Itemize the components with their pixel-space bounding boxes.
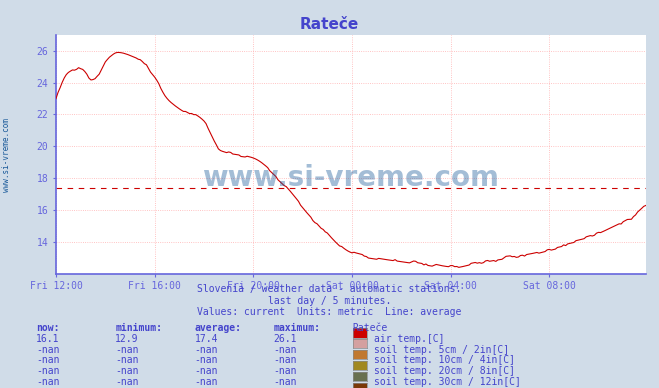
Text: www.si-vreme.com: www.si-vreme.com (202, 164, 500, 192)
Text: soil temp. 30cm / 12in[C]: soil temp. 30cm / 12in[C] (374, 377, 521, 387)
Text: 17.4: 17.4 (194, 334, 218, 344)
Text: 26.1: 26.1 (273, 334, 297, 344)
Text: -nan: -nan (194, 355, 218, 365)
Text: Rateče: Rateče (353, 323, 387, 333)
Text: -nan: -nan (115, 366, 139, 376)
Text: air temp.[C]: air temp.[C] (374, 334, 444, 344)
Text: -nan: -nan (194, 366, 218, 376)
Text: -nan: -nan (273, 345, 297, 355)
Text: soil temp. 20cm / 8in[C]: soil temp. 20cm / 8in[C] (374, 366, 515, 376)
Text: -nan: -nan (36, 355, 60, 365)
Text: Rateče: Rateče (300, 17, 359, 33)
Text: -nan: -nan (273, 366, 297, 376)
Text: last day / 5 minutes.: last day / 5 minutes. (268, 296, 391, 306)
Text: -nan: -nan (36, 377, 60, 387)
Text: soil temp. 10cm / 4in[C]: soil temp. 10cm / 4in[C] (374, 355, 515, 365)
Text: -nan: -nan (36, 345, 60, 355)
Text: www.si-vreme.com: www.si-vreme.com (2, 118, 11, 192)
Text: -nan: -nan (194, 377, 218, 387)
Text: -nan: -nan (115, 355, 139, 365)
Text: Values: current  Units: metric  Line: average: Values: current Units: metric Line: aver… (197, 307, 462, 317)
Text: now:: now: (36, 323, 60, 333)
Text: Slovenia / weather data - automatic stations.: Slovenia / weather data - automatic stat… (197, 284, 462, 294)
Text: -nan: -nan (115, 345, 139, 355)
Text: -nan: -nan (36, 366, 60, 376)
Text: -nan: -nan (115, 377, 139, 387)
Text: maximum:: maximum: (273, 323, 320, 333)
Text: soil temp. 5cm / 2in[C]: soil temp. 5cm / 2in[C] (374, 345, 509, 355)
Text: -nan: -nan (194, 345, 218, 355)
Text: minimum:: minimum: (115, 323, 162, 333)
Text: 12.9: 12.9 (115, 334, 139, 344)
Text: -nan: -nan (273, 377, 297, 387)
Text: 16.1: 16.1 (36, 334, 60, 344)
Text: average:: average: (194, 323, 241, 333)
Text: -nan: -nan (273, 355, 297, 365)
